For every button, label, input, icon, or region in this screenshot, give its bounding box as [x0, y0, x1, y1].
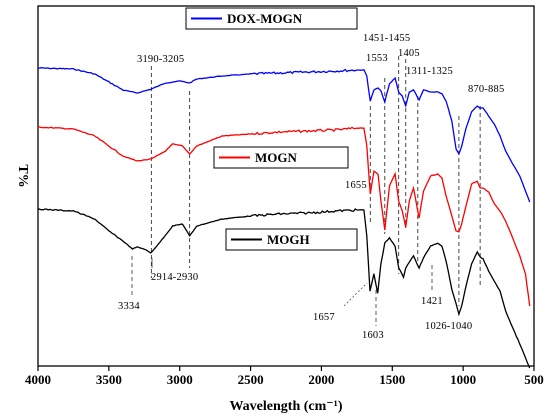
annotations: 3190-3205 1451-1455 1553 1405 1311-1325 870-8…: [118, 33, 504, 341]
legend-label: MOGN: [255, 150, 297, 165]
peak-annotation: 1405: [398, 48, 420, 59]
x-axis-ticks: 4000 3500 3000 2500 2000 1500 1000 500: [25, 366, 544, 387]
legend-item: DOX-MOGN: [185, 7, 358, 30]
callout-lines: [131, 256, 433, 326]
legend-item: MOGH: [225, 228, 358, 251]
legend-box: [225, 228, 358, 251]
peak-annotation: 1657: [313, 312, 335, 323]
legend-item: MOGN: [213, 146, 349, 169]
x-tick-label: 2500: [238, 372, 264, 387]
peak-annotation: 1026-1040: [425, 321, 472, 332]
series-line-dox-mogn: [37, 67, 531, 203]
legend-box: [185, 7, 358, 30]
legend-label: MOGH: [267, 232, 310, 247]
peak-annotation: 1311-1325: [406, 66, 453, 77]
peak-annotation: 3190-3205: [137, 54, 184, 65]
reference-lines: [150, 56, 481, 306]
x-tick-label: 1000: [450, 372, 476, 387]
peak-annotation: 2914-2930: [151, 272, 198, 283]
y-axis-title: T%: [15, 164, 30, 187]
x-tick-label: 500: [524, 372, 544, 387]
x-tick-label: 2000: [308, 372, 334, 387]
series-line-mogn: [37, 125, 531, 307]
legends: DOX-MOGN MOGN MOGH: [185, 7, 358, 251]
peak-annotation: 1655: [345, 180, 367, 191]
peak-annotation: 1421: [421, 296, 443, 307]
legend-label: DOX-MOGN: [227, 11, 303, 26]
x-axis-title: Wavelength (cm⁻¹): [229, 399, 342, 414]
x-tick-label: 3000: [167, 372, 193, 387]
plot-frame: [37, 5, 535, 367]
series-group: [37, 67, 531, 369]
peak-annotation: 1553: [366, 53, 388, 64]
x-tick-label: 1500: [379, 372, 405, 387]
x-tick-label: 4000: [25, 372, 51, 387]
peak-annotation: 870-885: [468, 84, 504, 95]
peak-annotation: 1603: [362, 330, 384, 341]
x-tick-label: 3500: [96, 372, 122, 387]
series-line-mogh: [37, 207, 531, 369]
legend-box: [213, 146, 349, 169]
peak-annotation: 3334: [118, 301, 140, 312]
peak-annotation: 1451-1455: [363, 33, 410, 44]
callout-line: [343, 282, 368, 307]
